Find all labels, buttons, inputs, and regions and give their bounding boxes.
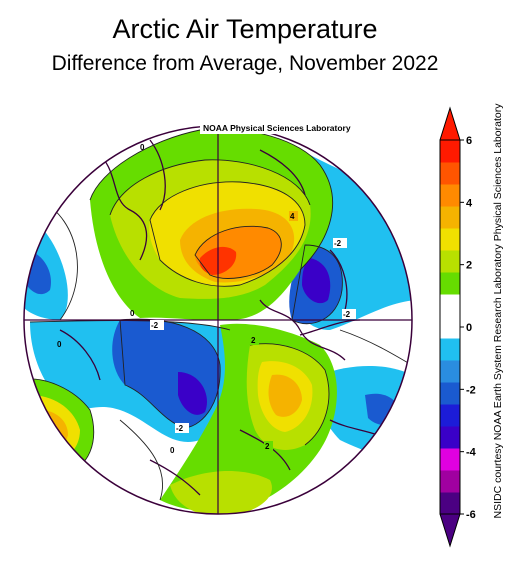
colorbar-segment — [440, 272, 460, 295]
contour-label: 0 — [57, 340, 62, 349]
contour-label: 0 — [130, 309, 135, 318]
colorbar-tick-label: -6 — [466, 509, 476, 521]
cold-core-baffin — [302, 258, 331, 304]
contour-label: 2 — [251, 336, 256, 345]
colorbar-tick-label: -4 — [466, 447, 477, 459]
contour-label: 0 — [140, 143, 145, 152]
colorbar-segment — [440, 228, 460, 251]
cold-core-siberia — [178, 372, 207, 415]
side-credit-text: NSIDC courtesy NOAA Earth System Researc… — [492, 103, 504, 519]
colorbar-segment — [440, 492, 460, 515]
colorbar-tick-label: -2 — [466, 384, 476, 396]
colorbar-segment — [440, 426, 460, 449]
map-title: Arctic Air Temperature — [112, 14, 378, 44]
map-credit: NOAA Physical Sciences Laboratory — [200, 122, 354, 134]
colorbar-tick-label: 4 — [466, 197, 473, 209]
colorbar-tick-label: 6 — [466, 135, 472, 147]
side-credit: NSIDC courtesy NOAA Earth System Researc… — [491, 72, 505, 550]
colorbar-segment — [440, 162, 460, 185]
colorbar-segment — [440, 382, 460, 405]
colorbar-segment — [440, 250, 460, 273]
colorbar-segment — [440, 470, 460, 493]
contour-lines — [24, 128, 412, 501]
contour-label: -2 — [334, 239, 342, 248]
warm-core-south — [268, 374, 302, 417]
contour-label: -2 — [176, 424, 184, 433]
colorbar-segment — [440, 338, 460, 361]
colorbar-tick-label: 0 — [466, 322, 472, 334]
contour-label: -2 — [343, 310, 351, 319]
contour-label: -2 — [151, 321, 159, 330]
map-subtitle: Difference from Average, November 2022 — [51, 52, 439, 75]
contour-label: 4 — [290, 212, 295, 221]
colorbar-min-arrow — [439, 513, 461, 548]
colorbar-segment — [440, 206, 460, 229]
contour-labels: 4 -2 -2 2 -2 -2 2 0 0 0 0 — [57, 143, 356, 455]
colorbar-ticks: 6 4 2 0 -2 -4 -6 — [460, 135, 477, 521]
colorbar-segment — [440, 184, 460, 207]
warm-region-far-south — [170, 471, 272, 514]
colorbar-segment — [440, 360, 460, 383]
colorbar: 6 4 2 0 -2 -4 -6 — [439, 106, 477, 548]
colorbar-segments — [440, 140, 460, 515]
colorbar-segment — [440, 448, 460, 471]
colorbar-segment — [440, 140, 460, 163]
contour-label: 2 — [265, 442, 270, 451]
contour-label: 0 — [170, 446, 175, 455]
colorbar-tick-label: 2 — [466, 260, 472, 272]
colorbar-segment — [440, 316, 460, 339]
colorbar-max-arrow — [439, 106, 461, 141]
colorbar-segment — [440, 294, 460, 317]
colorbar-segment — [440, 404, 460, 427]
